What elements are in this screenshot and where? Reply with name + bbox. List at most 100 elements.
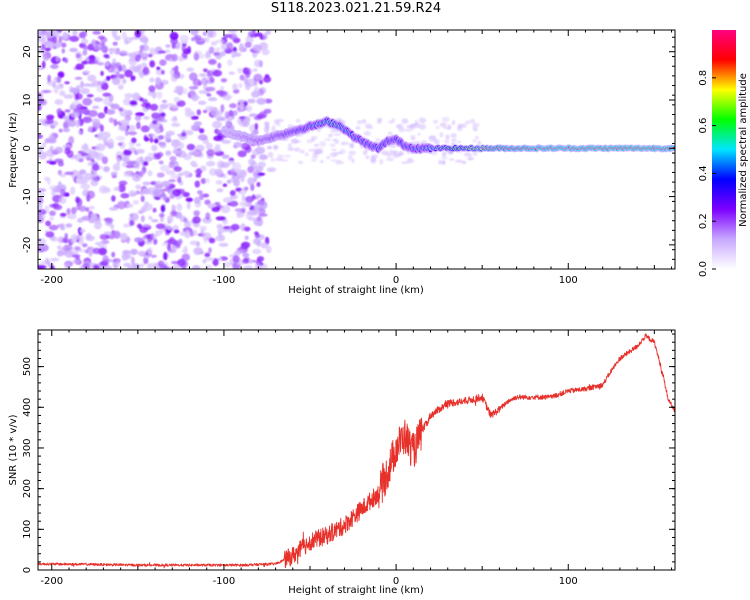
spectrogram-noise-blob	[259, 234, 265, 241]
spectrogram-noise-blob	[44, 205, 50, 213]
spectrogram-noise-blob	[361, 119, 367, 124]
spectrogram-noise-blob	[103, 54, 110, 58]
spectrogram-y-tick-label: 10	[22, 94, 33, 107]
spectrogram-noise-blob	[159, 142, 167, 149]
spectrogram-noise-blob	[123, 149, 132, 156]
spectrogram-noise-blob	[198, 73, 207, 77]
spectrogram-noise-blob	[82, 148, 92, 153]
spectrogram-noise-blob	[100, 70, 104, 76]
spectrogram-noise-blob	[177, 150, 187, 158]
spectrogram-noise-blob	[130, 75, 136, 81]
spectrogram-noise-blob	[74, 76, 83, 80]
spectrogram-noise-blob	[299, 149, 305, 154]
spectrogram-noise-blob	[149, 60, 156, 68]
spectrogram-noise-blob	[88, 205, 95, 210]
spectrogram-noise-blob	[165, 150, 172, 156]
spectrogram-noise-blob	[81, 215, 92, 221]
spectrogram-noise-blob	[413, 122, 420, 129]
spectrogram-noise-blob	[147, 53, 153, 58]
spectrogram-noise-blob	[47, 74, 51, 83]
spectrogram-noise-blob	[123, 262, 132, 267]
spectrogram-noise-blob	[310, 135, 318, 141]
spectrogram-noise-blob	[375, 138, 381, 142]
spectrogram-y-tick-label: 0	[22, 145, 33, 151]
spectrogram-noise-blob	[79, 169, 87, 175]
spectrogram-noise-blob	[333, 133, 341, 136]
spectrogram-noise-blob	[335, 159, 342, 165]
spectrogram-noise-blob	[237, 117, 243, 125]
spectrogram-noise-blob	[204, 264, 213, 269]
spectrogram-noise-blob	[261, 48, 270, 56]
spectrogram-noise-blob	[64, 148, 71, 155]
spectrogram-noise-blob	[330, 159, 337, 162]
spectrogram-noise-blob	[97, 112, 106, 119]
spectrogram-noise-blob	[236, 169, 243, 174]
spectrogram-noise-blob	[93, 59, 99, 65]
spectrogram-noise-blob	[200, 165, 207, 172]
spectrogram-noise-blob	[257, 172, 266, 176]
spectrogram-noise-blob	[108, 207, 119, 211]
spectrogram-noise-blob	[128, 58, 137, 66]
spectrogram-noise-blob	[202, 31, 207, 36]
spectrogram-noise-blob	[212, 69, 223, 77]
spectrogram-noise-blob	[148, 85, 156, 93]
spectrogram-noise-blob	[77, 217, 84, 223]
spectrogram-noise-blob	[70, 233, 78, 242]
spectrogram-noise-blob	[219, 51, 226, 57]
spectrogram-noise-blob	[219, 85, 225, 92]
spectrogram-noise-blob	[181, 132, 187, 137]
spectrogram-noise-blob	[178, 142, 185, 150]
spectrogram-noise-blob	[206, 30, 212, 33]
spectrogram-y-tick-label: -10	[22, 188, 33, 204]
spectrogram-noise-blob	[246, 78, 257, 87]
spectrogram-noise-blob	[469, 119, 476, 124]
spectrogram-noise-blob	[387, 131, 393, 136]
spectrogram-noise-blob	[135, 190, 140, 195]
spectrogram-noise-blob	[59, 212, 67, 217]
spectrogram-noise-blob	[244, 70, 251, 79]
spectrogram-noise-blob	[38, 203, 43, 209]
spectrogram-noise-blob	[64, 109, 71, 113]
spectrogram-noise-blob	[185, 197, 193, 203]
spectrogram-noise-blob	[115, 135, 126, 141]
spectrogram-noise-blob	[75, 53, 81, 59]
spectrogram-noise-blob	[69, 35, 80, 42]
spectrogram-noise-blob	[253, 59, 263, 68]
spectrogram-noise-blob	[173, 166, 182, 172]
spectrogram-noise-blob	[253, 86, 259, 94]
spectrogram-noise-blob	[199, 225, 207, 231]
spectrogram-noise-blob	[244, 186, 249, 191]
spectrogram-noise-blob	[241, 120, 247, 126]
snr-y-tick-label: 400	[22, 398, 33, 417]
spectrogram-noise-blob	[306, 139, 313, 144]
spectrogram-noise-blob	[204, 252, 211, 258]
spectrogram-noise-blob	[62, 116, 69, 120]
spectrogram-noise-blob	[87, 60, 96, 65]
colorbar-tick-label: 0.2	[698, 213, 709, 229]
spectrogram-noise-blob	[189, 240, 199, 246]
spectrogram-noise-blob	[121, 64, 127, 73]
snr-x-tick-label: 0	[393, 576, 399, 587]
spectrogram-noise-blob	[229, 103, 237, 109]
spectrogram-noise-blob	[124, 69, 133, 78]
spectrogram-noise-blob	[254, 262, 263, 269]
spectrogram-noise-blob	[70, 111, 80, 118]
spectrogram-noise-blob	[165, 49, 171, 53]
spectrogram-noise-blob	[126, 161, 136, 165]
spectrogram-x-axis-label: Height of straight line (km)	[288, 285, 424, 296]
spectrogram-noise-blob	[139, 45, 145, 51]
spectrogram-noise-blob	[93, 97, 104, 102]
spectrogram-noise-blob	[75, 196, 80, 204]
spectrogram-noise-blob	[379, 158, 384, 165]
spectrogram-noise-blob	[76, 103, 84, 110]
spectrogram-noise-blob	[418, 117, 427, 124]
spectrogram-noise-blob	[157, 50, 167, 54]
spectrogram-noise-blob	[102, 92, 112, 97]
spectrogram-noise-blob	[465, 120, 471, 124]
spectrogram-noise-blob	[130, 248, 138, 255]
spectrogram-noise-blob	[256, 239, 262, 247]
spectrogram-noise-blob	[266, 245, 272, 254]
spectrogram-noise-blob	[57, 245, 62, 250]
spectrogram-noise-blob	[237, 67, 243, 74]
